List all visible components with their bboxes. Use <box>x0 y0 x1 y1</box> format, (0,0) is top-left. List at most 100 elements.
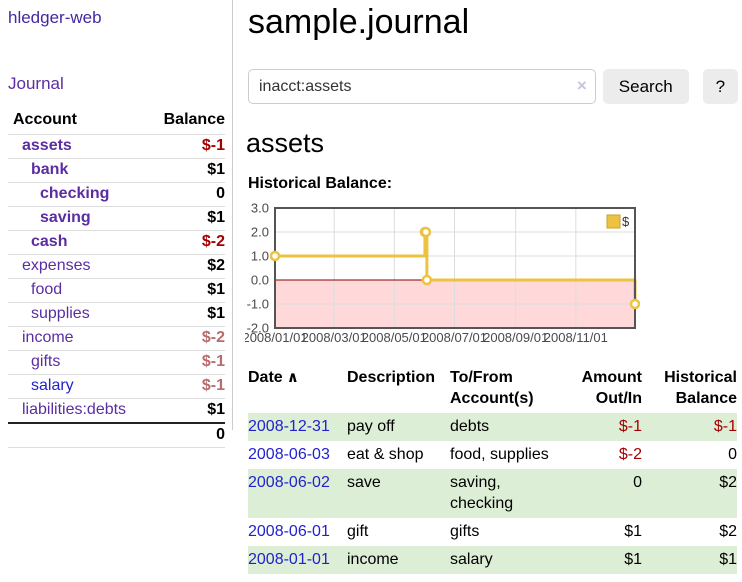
accounts-total-balance: 0 <box>146 422 225 448</box>
transactions-table: Date ∧ Description To/From Account(s) Amo… <box>248 364 737 574</box>
clear-search-icon[interactable]: × <box>576 76 587 95</box>
transaction-description: pay off <box>347 413 450 441</box>
account-link-liabilities-debts[interactable]: liabilities:debts <box>22 401 127 418</box>
x-tick-label: 2008/01/01 <box>245 330 308 345</box>
account-heading: assets <box>246 128 325 158</box>
account-balance: $1 <box>146 302 225 327</box>
account-link-gifts[interactable]: gifts <box>31 353 61 370</box>
main-content: sample.journal × Search ? assets Histori… <box>245 0 738 574</box>
transaction-date-link[interactable]: 2008-06-01 <box>248 523 330 540</box>
account-balance: $2 <box>146 254 225 279</box>
account-balance: $1 <box>146 398 225 423</box>
account-link-salary[interactable]: salary <box>31 377 74 394</box>
column-header-date[interactable]: Date ∧ <box>248 364 347 413</box>
account-row: saving $1 <box>8 206 225 231</box>
transaction-row: 2008-06-02 save saving, checking 0 $2 <box>248 469 737 518</box>
transaction-amount: $-2 <box>618 446 642 463</box>
account-balance: $-1 <box>146 374 225 399</box>
account-row: bank $1 <box>8 158 225 183</box>
app-title-link[interactable]: hledger-web <box>8 8 102 27</box>
account-link-saving[interactable]: saving <box>40 209 91 226</box>
search-input-wrapper: × <box>248 69 596 104</box>
y-tick-label: 2.0 <box>251 225 269 240</box>
column-header-amount: Amount Out/In <box>581 369 642 407</box>
legend-label: $ <box>622 214 630 229</box>
transaction-description: eat & shop <box>347 446 424 463</box>
data-point-marker <box>629 298 641 310</box>
account-balance: $-1 <box>146 350 225 375</box>
transaction-amount: $-1 <box>565 413 642 441</box>
transaction-balance: $2 <box>719 523 737 540</box>
account-row: liabilities:debts $1 <box>8 398 225 423</box>
data-point-marker <box>269 250 281 262</box>
column-header-accounts: To/From Account(s) <box>450 369 534 407</box>
y-tick-label: -2.0 <box>247 321 269 336</box>
accounts-total-row: 0 <box>8 422 225 448</box>
y-tick-label: 1.0 <box>251 249 269 264</box>
transaction-accounts: salary <box>450 546 565 574</box>
transaction-balance: $1 <box>642 546 737 574</box>
column-header-balance: Historical Balance <box>664 369 737 407</box>
chart-svg: $3.0 2.0 1.0 0.0 -1.0 -2.02008/01/012008/03/0… <box>245 201 641 345</box>
account-link-food[interactable]: food <box>31 281 63 298</box>
plot-border <box>274 207 636 329</box>
account-link-expenses[interactable]: expenses <box>22 257 91 274</box>
transaction-row: 2008-01-01 income salary $1 $1 <box>248 546 737 574</box>
transaction-balance: $-1 <box>642 413 737 441</box>
account-link-assets[interactable]: assets <box>22 137 72 154</box>
account-link-income[interactable]: income <box>22 329 74 346</box>
transaction-description: gift <box>347 523 369 540</box>
account-link-checking[interactable]: checking <box>40 185 110 202</box>
x-tick-label: 2008/07/01 <box>422 330 487 345</box>
account-balance: $1 <box>146 158 225 183</box>
account-balance: 0 <box>146 182 225 207</box>
y-tick-label: -1.0 <box>247 297 269 312</box>
account-link-bank[interactable]: bank <box>31 161 69 178</box>
transaction-date-link[interactable]: 2008-01-01 <box>248 551 330 568</box>
y-tick-label: 0.0 <box>251 273 269 288</box>
data-point-marker <box>420 226 432 238</box>
account-row: assets $-1 <box>8 134 225 159</box>
accounts-column-header-account: Account <box>13 111 77 128</box>
account-link-supplies[interactable]: supplies <box>31 305 90 322</box>
account-row: supplies $1 <box>8 302 225 327</box>
sort-ascending-icon: ∧ <box>286 369 299 386</box>
accounts-table: Account Balance assets $-1 bank $1 checking 0… <box>8 109 225 448</box>
transaction-balance: 0 <box>728 446 737 463</box>
search-button[interactable]: Search <box>602 69 689 104</box>
date-header-label: Date <box>248 369 283 386</box>
help-button[interactable]: ? <box>702 69 738 104</box>
account-balance: $1 <box>146 278 225 303</box>
account-link-cash[interactable]: cash <box>31 233 68 250</box>
transaction-row: 2008-12-31 pay off debts $-1 $-1 <box>248 413 737 441</box>
transaction-amount: $1 <box>565 546 642 574</box>
y-tick-label: 3.0 <box>251 201 269 216</box>
transaction-accounts: saving, checking <box>450 469 565 518</box>
account-row: gifts $-1 <box>8 350 225 375</box>
x-tick-label: 2008/11/01 <box>544 330 608 345</box>
column-header-description: Description <box>347 364 450 413</box>
transaction-description: save <box>347 469 450 518</box>
chart-title: Historical Balance: <box>248 175 393 192</box>
account-balance: $-1 <box>146 134 225 159</box>
transaction-amount: $1 <box>624 523 642 540</box>
search-form: × Search ? <box>248 69 738 104</box>
transaction-balance: $2 <box>642 469 737 518</box>
x-tick-label: 2008/03/01 <box>302 330 367 345</box>
transaction-date-link[interactable]: 2008-06-03 <box>248 446 330 463</box>
account-balance: $-2 <box>146 326 225 351</box>
search-input[interactable] <box>248 69 596 104</box>
historical-balance-chart: $3.0 2.0 1.0 0.0 -1.0 -2.0 2008/01/01 2008/03/0… <box>245 201 645 349</box>
account-row: salary $-1 <box>8 374 225 399</box>
account-row: food $1 <box>8 278 225 303</box>
transaction-row: 2008-06-01 gift gifts $1 $2 <box>248 518 737 546</box>
sidebar-item-journal[interactable]: Journal <box>8 74 64 93</box>
transaction-accounts: debts <box>450 413 565 441</box>
transaction-date-link[interactable]: 2008-12-31 <box>248 418 330 435</box>
transaction-accounts: food, supplies <box>450 446 549 463</box>
account-row: checking 0 <box>8 182 225 207</box>
sidebar: hledger-web Journal Account Balance asse… <box>0 0 233 448</box>
page-title: sample.journal <box>248 3 470 41</box>
transaction-date-link[interactable]: 2008-06-02 <box>248 474 330 491</box>
x-tick-label: 2008/05/01 <box>362 330 427 345</box>
